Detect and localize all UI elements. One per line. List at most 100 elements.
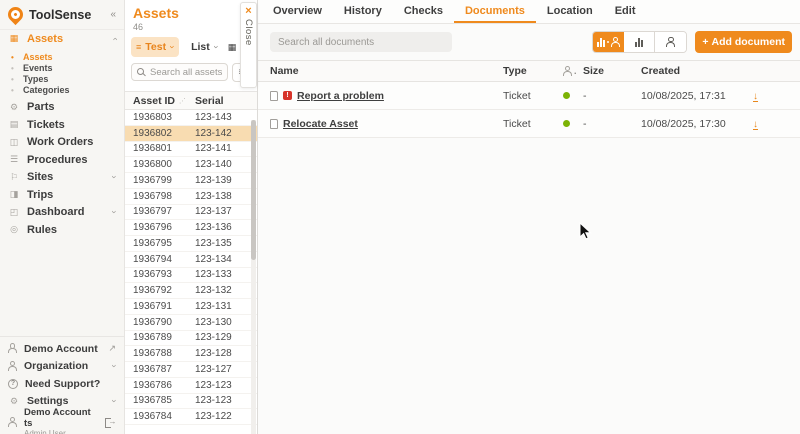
chevron-down-icon: ›: [109, 364, 120, 368]
asset-row[interactable]: 1936787 123-127: [125, 362, 257, 378]
sidebar-item-parts[interactable]: ⚙ Parts: [0, 99, 124, 117]
sort-grip-icon[interactable]: ⋰: [179, 97, 187, 105]
sidebar-item-label: Dashboard: [27, 206, 85, 219]
column-asset-id[interactable]: Asset ID: [133, 94, 176, 107]
sidebar-sub-item[interactable]: • Categories: [0, 85, 124, 96]
asset-id-cell: 1936785: [133, 395, 172, 407]
asset-id-cell: 1936790: [133, 316, 172, 328]
sidebar-item-procedures[interactable]: ☰ Procedures: [0, 151, 124, 169]
filter-test-button[interactable]: ≡ Test ›: [131, 37, 180, 57]
asset-id-cell: 1936797: [133, 206, 172, 218]
document-row[interactable]: ! Relocate Asset Ticket - 10/08/2025, 17…: [258, 110, 800, 138]
dot-icon: [606, 41, 609, 43]
scope-user-button[interactable]: [655, 32, 687, 52]
download-icon[interactable]: ↓: [753, 118, 758, 130]
documents-search-input[interactable]: [278, 36, 444, 48]
asset-row[interactable]: 1936784 123-122: [125, 409, 257, 425]
scope-asset-button[interactable]: [624, 32, 656, 52]
asset-row[interactable]: 1936801 123-141: [125, 141, 257, 158]
assets-search-row: ≡: [131, 63, 251, 82]
sidebar-item-label: Parts: [27, 101, 55, 114]
person-icon: [610, 36, 620, 47]
scrollbar-thumb[interactable]: [251, 120, 256, 260]
view-list-label: List: [191, 41, 210, 53]
asset-row[interactable]: 1936799 123-139: [125, 173, 257, 189]
asset-row[interactable]: 1936786 123-123: [125, 377, 257, 394]
asset-serial-cell: 123-122: [195, 411, 232, 423]
close-icon[interactable]: ×: [245, 5, 252, 17]
column-type[interactable]: Type: [503, 65, 527, 77]
view-list-button[interactable]: List ›: [185, 37, 221, 57]
detail-tab[interactable]: Checks: [393, 0, 454, 23]
add-document-button[interactable]: + Add document: [695, 31, 792, 53]
asset-id-cell: 1936786: [133, 379, 172, 391]
detail-tab[interactable]: Overview: [262, 0, 333, 23]
sidebar-item-work-orders[interactable]: ◫ Work Orders: [0, 134, 124, 152]
asset-id-cell: 1936795: [133, 237, 172, 249]
sidebar-sub-item[interactable]: • Types: [0, 74, 124, 85]
column-size[interactable]: Size: [583, 65, 605, 77]
detail-tab[interactable]: Edit: [604, 0, 647, 23]
document-row[interactable]: ! Report a problem Ticket - 10/08/2025, …: [258, 82, 800, 110]
sidebar-item-assets[interactable]: ▦ Assets ›: [0, 30, 124, 48]
assets-search-input[interactable]: [150, 66, 222, 78]
sidebar-item-trips[interactable]: ◨ Trips: [0, 186, 124, 204]
sidebar-sub-item[interactable]: • Events: [0, 63, 124, 74]
asset-row[interactable]: 1936785 123-123: [125, 393, 257, 410]
asset-row[interactable]: 1936794 123-134: [125, 251, 257, 268]
sidebar-item-organization[interactable]: Organization ›: [0, 358, 124, 376]
document-link[interactable]: Relocate Asset: [283, 117, 358, 130]
asset-serial-cell: 123-136: [195, 222, 232, 234]
bullet-icon: •: [11, 63, 14, 73]
sidebar-item-dashboard[interactable]: ◰ Dashboard ›: [0, 204, 124, 222]
account-role: Admin User: [24, 428, 66, 434]
document-link[interactable]: Report a problem: [297, 89, 384, 102]
detail-tab[interactable]: History: [333, 0, 393, 23]
assets-table-header: Asset ID ⋰ Serial: [125, 91, 257, 110]
sidebar-item-sites[interactable]: ⚐ Sites ›: [0, 169, 124, 187]
assets-scrollbar[interactable]: [251, 120, 256, 434]
asset-row[interactable]: 1936798 123-138: [125, 188, 257, 205]
document-size-cell: -: [583, 117, 587, 130]
column-serial[interactable]: Serial: [195, 94, 224, 107]
sidebar-item-settings[interactable]: ⚙ Settings ›: [0, 393, 124, 411]
scope-all-button[interactable]: [593, 32, 625, 52]
sidebar-item-rules[interactable]: ◎ Rules: [0, 221, 124, 239]
sidebar-collapse-icon[interactable]: «: [110, 9, 116, 20]
panel-title: Assets: [133, 5, 179, 21]
asset-row[interactable]: 1936802 123-142: [125, 125, 257, 142]
asset-row[interactable]: 1936796 123-136: [125, 220, 257, 236]
column-name[interactable]: Name: [270, 65, 299, 77]
logout-icon[interactable]: [105, 417, 116, 428]
detail-tab[interactable]: Documents: [454, 0, 536, 23]
person-icon: [8, 343, 17, 354]
asset-row[interactable]: 1936797 123-137: [125, 204, 257, 221]
sidebar-item-support[interactable]: ? Need Support?: [0, 375, 124, 393]
sidebar-item-tickets[interactable]: ▤ Tickets: [0, 116, 124, 134]
person-column-icon[interactable]: [563, 65, 572, 76]
asset-row[interactable]: 1936803 123-143: [125, 110, 257, 126]
download-icon[interactable]: ↓: [753, 90, 758, 102]
asset-row[interactable]: 1936788 123-128: [125, 346, 257, 362]
document-size-cell: -: [583, 89, 587, 102]
asset-row[interactable]: 1936793 123-133: [125, 267, 257, 284]
documents-toolbar: + Add document: [258, 24, 800, 60]
asset-row[interactable]: 1936790 123-130: [125, 314, 257, 331]
asset-row[interactable]: 1936795 123-135: [125, 236, 257, 252]
sidebar-sub-item[interactable]: • Assets: [0, 52, 124, 63]
column-created[interactable]: Created: [641, 65, 681, 77]
detail-tab[interactable]: Location: [536, 0, 604, 23]
plus-icon: +: [702, 36, 709, 48]
asset-id-cell: 1936799: [133, 174, 172, 186]
account-switcher[interactable]: Demo Account ts Admin User: [0, 407, 124, 434]
asset-row[interactable]: 1936791 123-131: [125, 299, 257, 315]
asset-id-cell: 1936793: [133, 269, 172, 281]
asset-row[interactable]: 1936789 123-129: [125, 330, 257, 347]
asset-row[interactable]: 1936800 123-140: [125, 157, 257, 173]
status-dot: [563, 92, 570, 99]
document-type-cell: Ticket: [503, 89, 531, 102]
asset-row[interactable]: 1936792 123-132: [125, 283, 257, 299]
asset-serial-cell: 123-133: [195, 269, 232, 281]
close-panel-tab[interactable]: × Close: [240, 2, 257, 88]
sidebar-item-demo-account[interactable]: Demo Account ↗: [0, 340, 124, 358]
